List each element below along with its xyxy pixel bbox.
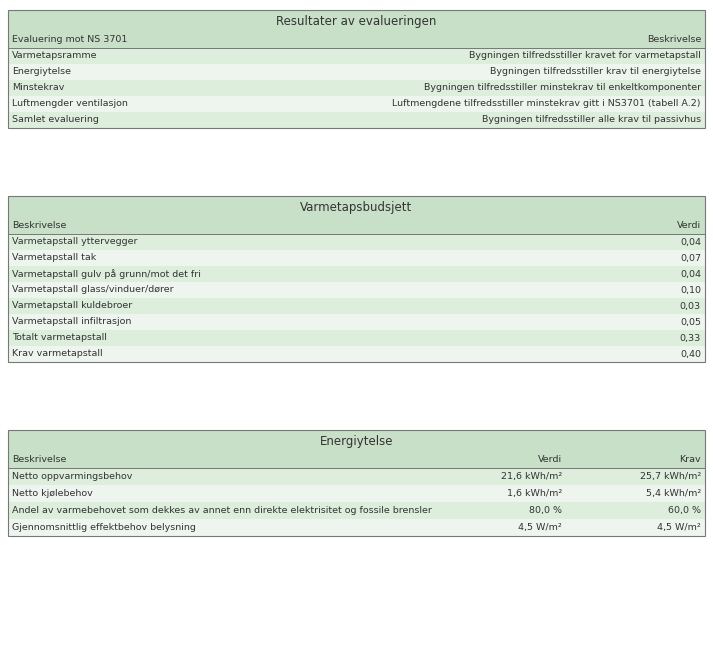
Text: Varmetapstall kuldebroer: Varmetapstall kuldebroer [12,302,132,311]
Bar [8,64,705,80]
Text: 80,0 %: 80,0 % [529,506,562,515]
Bar [8,282,705,298]
Bar [8,10,705,32]
Text: Bygningen tilfredsstiller krav til energiytelse: Bygningen tilfredsstiller krav til energ… [490,67,701,76]
Bar [8,32,705,48]
Text: Varmetapstall glass/vinduer/dører: Varmetapstall glass/vinduer/dører [12,286,174,295]
Text: Totalt varmetapstall: Totalt varmetapstall [12,333,107,342]
Text: Resultater av evalueringen: Resultater av evalueringen [277,14,436,28]
Text: 60,0 %: 60,0 % [668,506,701,515]
Bar [8,502,705,519]
Bar [8,48,705,64]
Text: Energiytelse: Energiytelse [319,435,394,448]
Bar [8,196,705,362]
Text: Krav: Krav [679,455,701,464]
Bar [8,218,705,234]
Bar [8,430,705,536]
Text: Evaluering mot NS 3701: Evaluering mot NS 3701 [12,36,128,45]
Bar [8,196,705,218]
Text: Varmetapstall tak: Varmetapstall tak [12,253,96,262]
Text: Samlet evaluering: Samlet evaluering [12,116,99,125]
Text: Luftmengdene tilfredsstiller minstekrav gitt i NS3701 (tabell A.2): Luftmengdene tilfredsstiller minstekrav … [392,99,701,109]
Text: Varmetapstall gulv på grunn/mot det fri: Varmetapstall gulv på grunn/mot det fri [12,269,201,279]
Text: Varmetapstall yttervegger: Varmetapstall yttervegger [12,238,138,247]
Text: 1,6 kWh/m²: 1,6 kWh/m² [507,489,562,498]
Text: 0,03: 0,03 [680,302,701,311]
Text: Beskrivelse: Beskrivelse [12,222,66,231]
Text: 0,40: 0,40 [680,349,701,359]
Text: Varmetapsbudsjett: Varmetapsbudsjett [300,200,413,213]
Text: 0,10: 0,10 [680,286,701,295]
Text: 0,07: 0,07 [680,253,701,262]
Bar [8,250,705,266]
Text: 25,7 kWh/m²: 25,7 kWh/m² [640,472,701,481]
Bar [8,112,705,128]
Text: Bygningen tilfredsstiller minstekrav til enkeltkomponenter: Bygningen tilfredsstiller minstekrav til… [424,83,701,92]
Text: Varmetapsramme: Varmetapsramme [12,52,98,61]
Text: Verdi: Verdi [538,455,562,464]
Bar [8,346,705,362]
Text: Luftmengder ventilasjon: Luftmengder ventilasjon [12,99,128,109]
Bar [8,468,705,485]
Text: Beskrivelse: Beskrivelse [12,455,66,464]
Text: Krav varmetapstall: Krav varmetapstall [12,349,103,359]
Bar [8,485,705,502]
Text: 0,05: 0,05 [680,317,701,326]
Text: 4,5 W/m²: 4,5 W/m² [518,523,562,532]
Text: Minstekrav: Minstekrav [12,83,64,92]
Bar [8,234,705,250]
Text: Netto oppvarmingsbehov: Netto oppvarmingsbehov [12,472,133,481]
Bar [8,430,705,452]
Text: Energiytelse: Energiytelse [12,67,71,76]
Bar [8,266,705,282]
Bar [8,80,705,96]
Text: 0,33: 0,33 [679,333,701,342]
Text: Beskrivelse: Beskrivelse [647,36,701,45]
Text: 0,04: 0,04 [680,238,701,247]
Bar [8,10,705,128]
Bar [8,96,705,112]
Bar [8,330,705,346]
Text: Netto kjølebehov: Netto kjølebehov [12,489,93,498]
Text: 21,6 kWh/m²: 21,6 kWh/m² [501,472,562,481]
Text: 0,04: 0,04 [680,269,701,278]
Text: Bygningen tilfredsstiller alle krav til passivhus: Bygningen tilfredsstiller alle krav til … [482,116,701,125]
Text: 5,4 kWh/m²: 5,4 kWh/m² [646,489,701,498]
Text: Gjennomsnittlig effektbehov belysning: Gjennomsnittlig effektbehov belysning [12,523,196,532]
Bar [8,519,705,536]
Bar [8,452,705,468]
Text: 4,5 W/m²: 4,5 W/m² [657,523,701,532]
Text: Verdi: Verdi [677,222,701,231]
Bar [8,314,705,330]
Text: Varmetapstall infiltrasjon: Varmetapstall infiltrasjon [12,317,131,326]
Bar [8,298,705,314]
Text: Andel av varmebehovet som dekkes av annet enn direkte elektrisitet og fossile br: Andel av varmebehovet som dekkes av anne… [12,506,432,515]
Text: Bygningen tilfredsstiller kravet for varmetapstall: Bygningen tilfredsstiller kravet for var… [469,52,701,61]
